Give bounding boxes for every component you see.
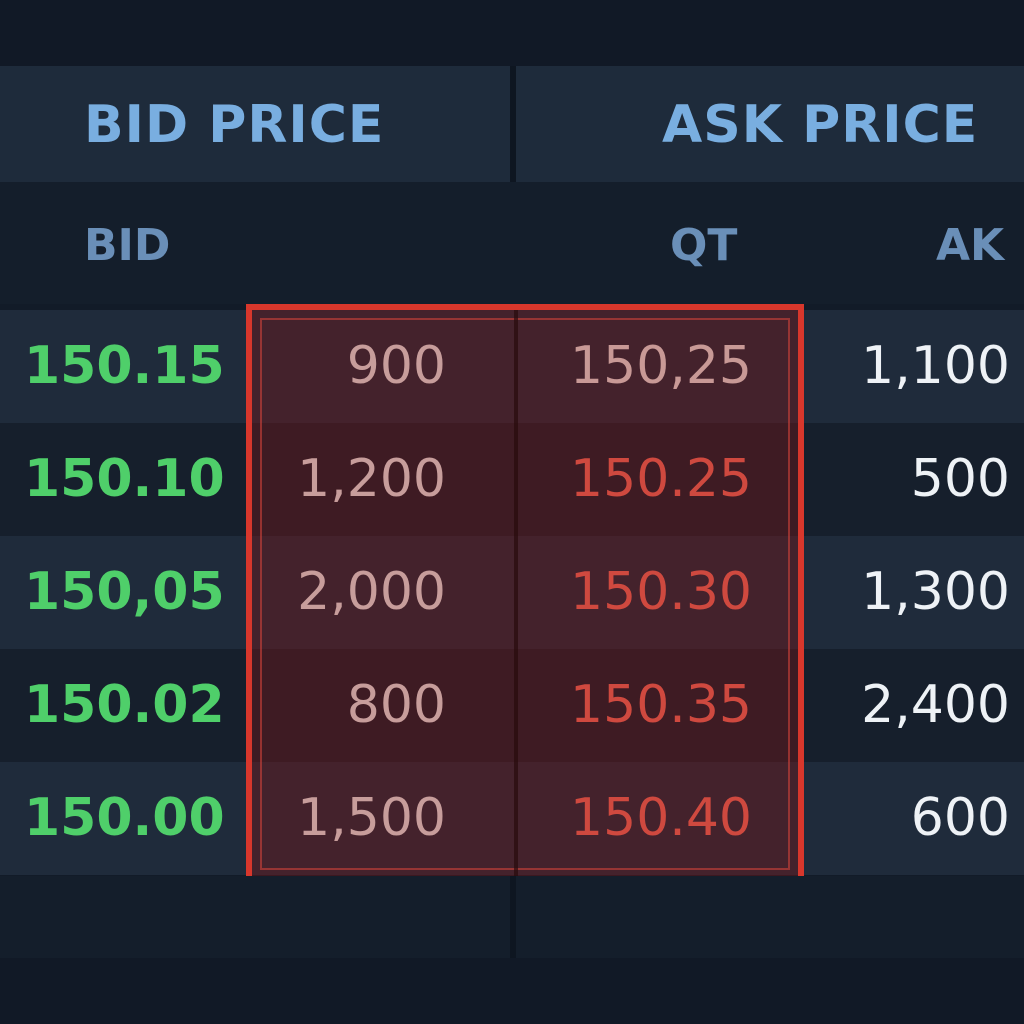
ask-price-header[interactable]: ASK PRICE: [662, 95, 979, 155]
bid-price-header[interactable]: BID PRICE: [84, 95, 385, 155]
column-header-row: [0, 182, 1024, 304]
ask-quantity-cell: 1,300: [861, 562, 1010, 622]
ask-quantity-cell: 2,400: [861, 675, 1010, 735]
footer-divider: [510, 876, 516, 958]
ask-quantity-cell: 1,100: [861, 336, 1010, 396]
bottom-strip: [0, 958, 1024, 1024]
quantity-column-header[interactable]: QT: [670, 220, 738, 271]
bid-quantity-cell: 900: [346, 336, 446, 396]
bid-price-cell: 150.02: [24, 675, 225, 735]
ask-price-cell: 150.35: [570, 675, 752, 735]
order-rows: 150.15 900 150,25 1,100 150.10 1,200 150…: [0, 310, 1024, 875]
bid-column-header[interactable]: BID: [84, 220, 171, 271]
table-row[interactable]: 150.00 1,500 150.40 600: [0, 762, 1024, 875]
ask-price-cell: 150,25: [570, 336, 752, 396]
table-row[interactable]: 150.10 1,200 150.25 500: [0, 423, 1024, 536]
bid-price-cell: 150,05: [24, 562, 225, 622]
bid-quantity-cell: 2,000: [297, 562, 446, 622]
ask-column-header[interactable]: AK: [936, 220, 1005, 271]
table-row[interactable]: 150,05 2,000 150.30 1,300: [0, 536, 1024, 649]
bid-price-cell: 150.10: [24, 449, 225, 509]
top-strip: [0, 0, 1024, 66]
bid-quantity-cell: 800: [346, 675, 446, 735]
ask-quantity-cell: 500: [910, 449, 1010, 509]
table-row[interactable]: 150.15 900 150,25 1,100: [0, 310, 1024, 423]
bid-price-cell: 150.00: [24, 788, 225, 848]
bid-quantity-cell: 1,200: [297, 449, 446, 509]
ask-price-cell: 150.25: [570, 449, 752, 509]
ask-price-cell: 150.30: [570, 562, 752, 622]
header-divider: [510, 66, 516, 182]
ask-price-cell: 150.40: [570, 788, 752, 848]
bid-quantity-cell: 1,500: [297, 788, 446, 848]
table-row[interactable]: 150.02 800 150.35 2,400: [0, 649, 1024, 762]
ask-quantity-cell: 600: [910, 788, 1010, 848]
bid-price-cell: 150.15: [24, 336, 225, 396]
